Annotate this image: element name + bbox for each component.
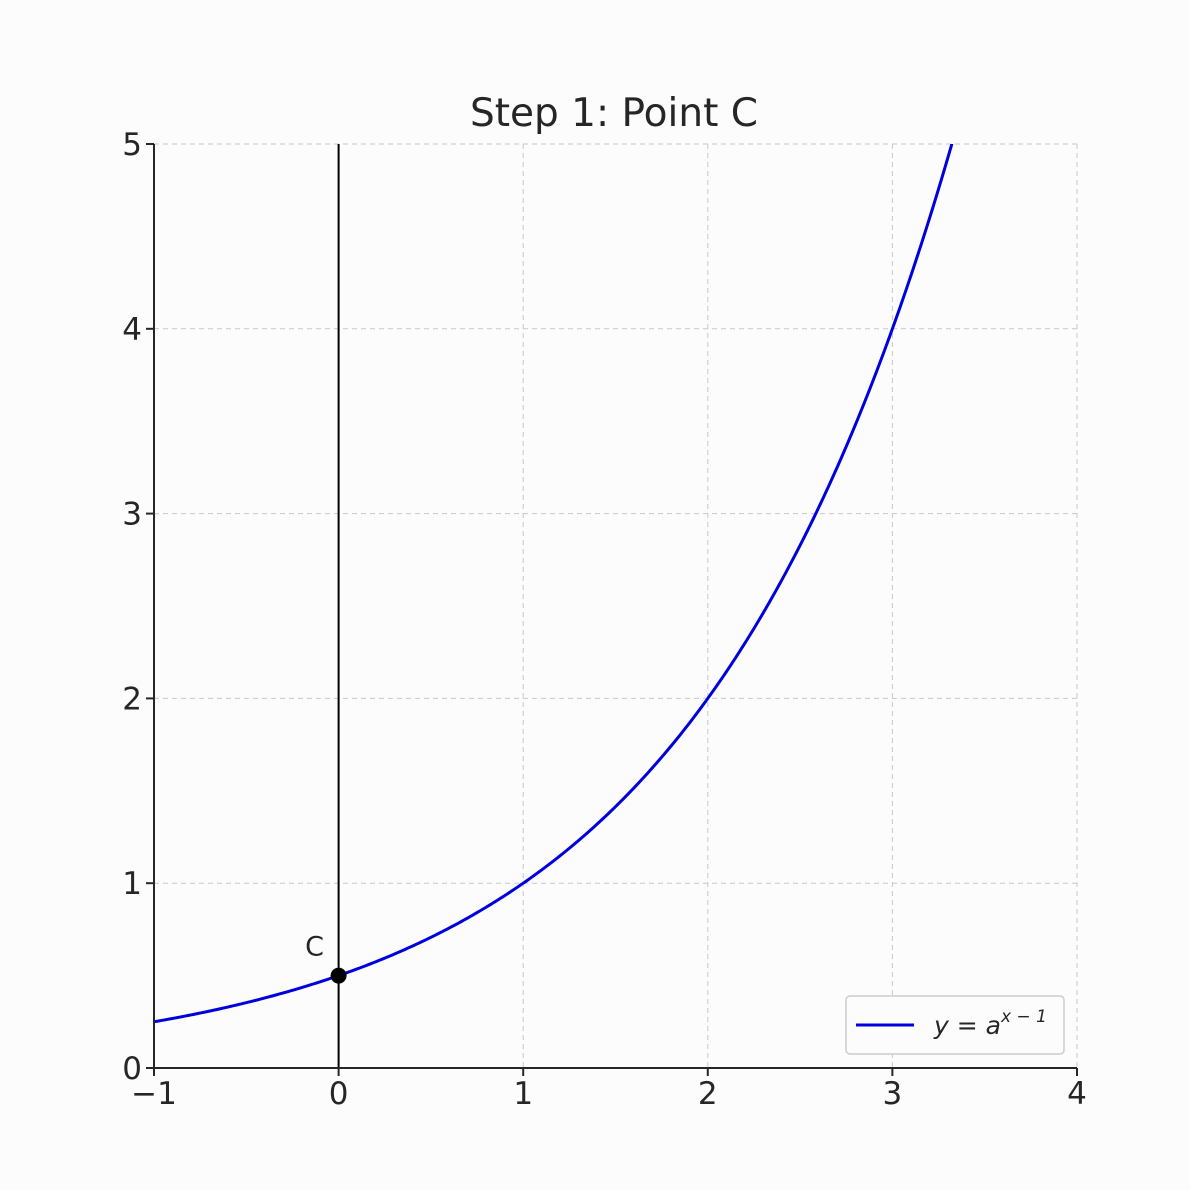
y-tick-label: 0 (122, 1051, 142, 1087)
chart-title: Step 1: Point C (470, 91, 758, 136)
points-layer: C (305, 932, 347, 984)
legend-label-base: y = a (933, 1011, 1001, 1040)
x-tick-label: 3 (883, 1076, 903, 1112)
y-tick-label: 2 (122, 681, 142, 717)
legend: y = ax − 1 (845, 995, 1065, 1055)
y-tick-label: 5 (122, 127, 142, 163)
y-tick-label: 1 (122, 866, 142, 902)
x-tick-label: 4 (1067, 1076, 1087, 1112)
series-layer (154, 144, 954, 1024)
x-tick-label: 1 (513, 1076, 533, 1112)
y-tick-label: 4 (122, 312, 142, 348)
axes (153, 144, 1077, 1069)
legend-label: y = ax − 1 (933, 1007, 1047, 1040)
x-tick-label: −1 (131, 1076, 177, 1112)
x-tick-label: 0 (329, 1076, 349, 1112)
y-tick-label: 3 (122, 497, 142, 533)
point-c-label: C (305, 932, 324, 963)
legend-label-exponent: x − 1 (1000, 1007, 1047, 1027)
legend-box (845, 995, 1065, 1055)
point-c-marker (330, 967, 347, 984)
grid (154, 143, 1078, 1068)
series-line (154, 144, 954, 1024)
x-tick-label: 2 (698, 1076, 718, 1112)
